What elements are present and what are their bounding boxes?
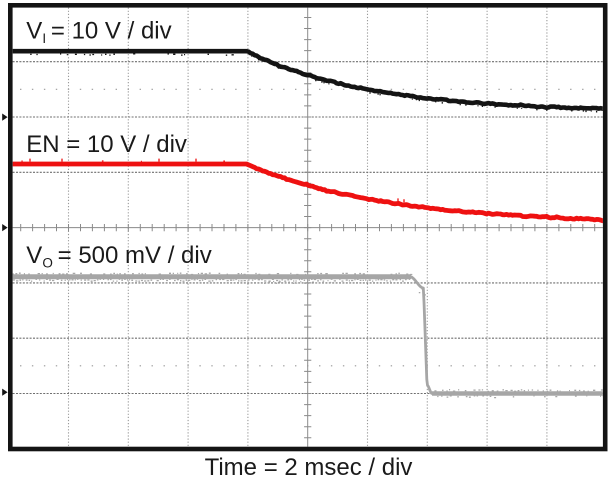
svg-text:EN = 10 V / div: EN = 10 V / div: [26, 131, 187, 158]
svg-text:Time = 2 msec / div: Time = 2 msec / div: [205, 454, 413, 481]
svg-text:VO = 500 mV / div: VO = 500 mV / div: [26, 242, 211, 270]
svg-text:VI = 10 V / div: VI = 10 V / div: [26, 18, 171, 46]
